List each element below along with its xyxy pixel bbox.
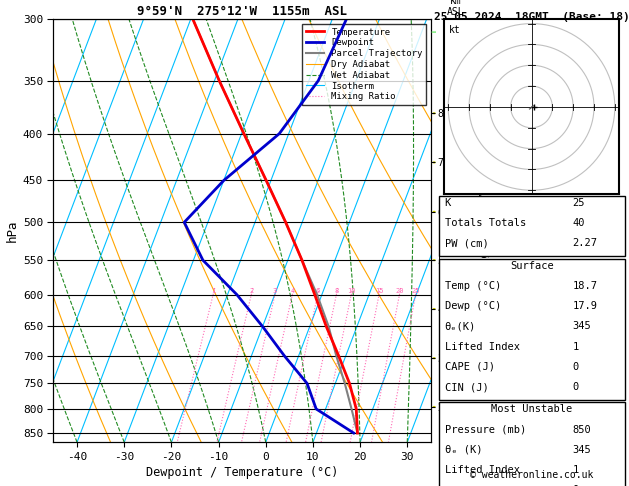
Text: θₑ(K): θₑ(K) [445, 321, 476, 331]
Title: 9°59'N  275°12'W  1155m  ASL: 9°59'N 275°12'W 1155m ASL [137, 5, 347, 18]
Text: © weatheronline.co.uk: © weatheronline.co.uk [470, 470, 593, 480]
Text: Lifted Index: Lifted Index [445, 465, 520, 475]
Bar [439, 402, 625, 486]
Text: 0: 0 [572, 362, 579, 372]
Text: 0: 0 [572, 382, 579, 392]
Text: 2: 2 [249, 288, 253, 295]
Text: Lifted Index: Lifted Index [445, 342, 520, 351]
Text: Mixing Ratio (g/kg): Mixing Ratio (g/kg) [480, 175, 490, 287]
Legend: Temperature, Dewpoint, Parcel Trajectory, Dry Adiabat, Wet Adiabat, Isotherm, Mi: Temperature, Dewpoint, Parcel Trajectory… [303, 24, 426, 105]
Text: 25.05.2024  18GMT  (Base: 18): 25.05.2024 18GMT (Base: 18) [433, 12, 629, 22]
Bar [439, 196, 625, 257]
Text: θₑ (K): θₑ (K) [445, 445, 482, 455]
Text: Surface: Surface [510, 260, 554, 271]
Text: 8: 8 [334, 288, 338, 295]
Bar [439, 259, 625, 400]
Text: km
ASL: km ASL [447, 0, 464, 17]
Text: 20: 20 [395, 288, 404, 295]
Text: Temp (°C): Temp (°C) [445, 281, 501, 291]
Text: Pressure (mb): Pressure (mb) [445, 425, 526, 434]
Text: 345: 345 [572, 321, 591, 331]
Text: LCL: LCL [438, 431, 456, 440]
Text: 850: 850 [572, 425, 591, 434]
Text: 345: 345 [572, 445, 591, 455]
Text: 1: 1 [211, 288, 215, 295]
Text: K: K [445, 198, 451, 208]
Y-axis label: hPa: hPa [6, 220, 19, 242]
Text: 3: 3 [273, 288, 277, 295]
Text: CIN (J): CIN (J) [445, 382, 488, 392]
Text: 25: 25 [411, 288, 420, 295]
Text: 17.9: 17.9 [572, 301, 598, 311]
Text: 10: 10 [347, 288, 355, 295]
Text: 6: 6 [316, 288, 320, 295]
Text: -: - [430, 25, 436, 38]
Text: CAPE (J): CAPE (J) [445, 362, 494, 372]
Text: 15: 15 [375, 288, 383, 295]
Text: PW (cm): PW (cm) [445, 238, 488, 248]
Text: 40: 40 [572, 218, 585, 228]
Text: Most Unstable: Most Unstable [491, 404, 572, 415]
Text: 2.27: 2.27 [572, 238, 598, 248]
Text: 1: 1 [572, 465, 579, 475]
Text: Dewp (°C): Dewp (°C) [445, 301, 501, 311]
Text: 4: 4 [290, 288, 294, 295]
X-axis label: Dewpoint / Temperature (°C): Dewpoint / Temperature (°C) [146, 466, 338, 479]
Text: 18.7: 18.7 [572, 281, 598, 291]
Text: 1: 1 [572, 342, 579, 351]
Text: kt: kt [449, 25, 461, 35]
Text: Totals Totals: Totals Totals [445, 218, 526, 228]
Text: 25: 25 [572, 198, 585, 208]
